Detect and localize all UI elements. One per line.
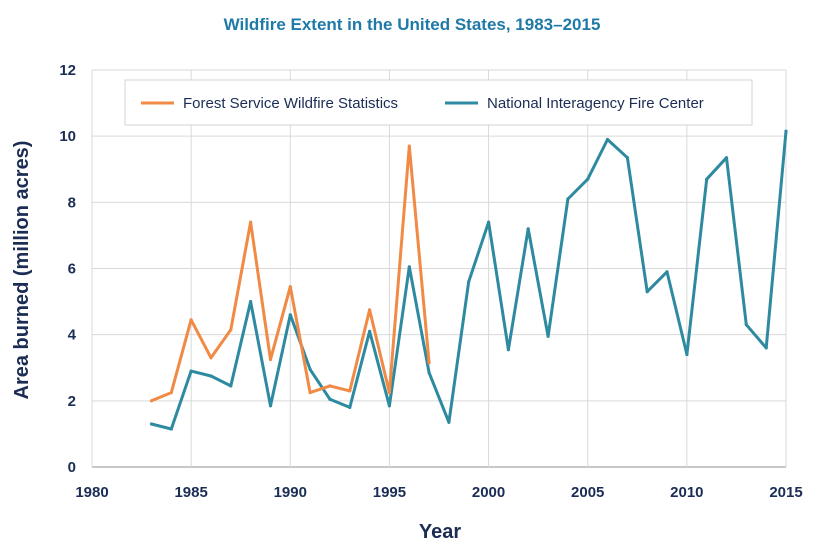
y-tick-label: 8 [68,194,76,211]
data-point [249,220,253,224]
data-point [586,177,590,181]
x-tick-label: 1980 [75,484,108,501]
x-tick-label: 2010 [670,484,703,501]
y-tick-label: 2 [68,393,76,410]
x-tick-label: 2000 [472,484,505,501]
data-point [229,328,233,332]
data-point [625,156,630,160]
x-tick-label: 2005 [571,484,604,501]
data-point [645,290,649,294]
tick-labels: 0 2 4 6 8 10 12 1980 1985 1990 1995 2000 2005 2010 201… [59,62,802,501]
data-point [209,374,213,378]
legend: Forest Service Wildfire Statistics Nation… [124,79,753,126]
data-point [526,227,530,231]
series-layer [149,129,788,431]
data-point [308,367,312,371]
data-point [328,397,332,401]
data-point [348,389,352,393]
data-point [467,280,471,284]
grid [91,69,787,468]
x-tick-label: 2015 [769,484,802,501]
data-point [784,129,788,133]
y-tick-label: 6 [68,261,76,278]
data-point [268,404,273,408]
chart-title: Wildfire Extent in the United States, 19… [224,15,601,34]
data-point [407,265,411,269]
data-point [308,391,312,395]
data-point [368,308,372,312]
data-point [229,384,233,388]
x-tick-label: 1995 [373,484,406,501]
data-point [685,352,689,357]
data-point [447,420,451,424]
data-point [705,177,709,181]
data-point [328,384,332,388]
y-tick-label: 0 [68,459,76,476]
data-point [189,318,193,322]
x-tick-label: 1985 [174,484,207,501]
data-point [387,404,391,408]
data-point [764,346,768,350]
data-point [268,357,273,362]
y-axis-label: Area burned (million acres) [11,141,33,400]
data-point [169,427,173,431]
x-axis-label: Year [419,521,461,543]
data-point [149,422,154,426]
data-point [407,144,411,148]
data-point [566,197,570,201]
data-point [724,156,729,160]
data-point [288,285,292,289]
legend-box [124,79,753,126]
data-point [368,329,372,333]
data-point [665,270,669,274]
data-point [209,356,213,360]
data-point [249,300,253,304]
data-point [506,348,510,352]
data-point [149,399,154,403]
data-point [427,371,431,375]
data-point [387,391,391,395]
data-point [546,334,550,338]
data-point [605,137,610,142]
data-point [487,220,491,224]
y-tick-label: 12 [59,62,76,79]
data-point [744,323,748,327]
data-point [288,313,292,317]
legend-label-1: National Interagency Fire Center [487,95,704,112]
x-tick-label: 1990 [274,484,307,501]
y-tick-label: 4 [68,327,77,344]
data-point [427,361,431,365]
data-point [189,369,193,373]
data-point [348,405,352,409]
y-tick-label: 10 [59,128,76,145]
legend-label-0: Forest Service Wildfire Statistics [183,95,398,112]
series-line-1 [150,129,788,431]
data-point [169,391,173,395]
